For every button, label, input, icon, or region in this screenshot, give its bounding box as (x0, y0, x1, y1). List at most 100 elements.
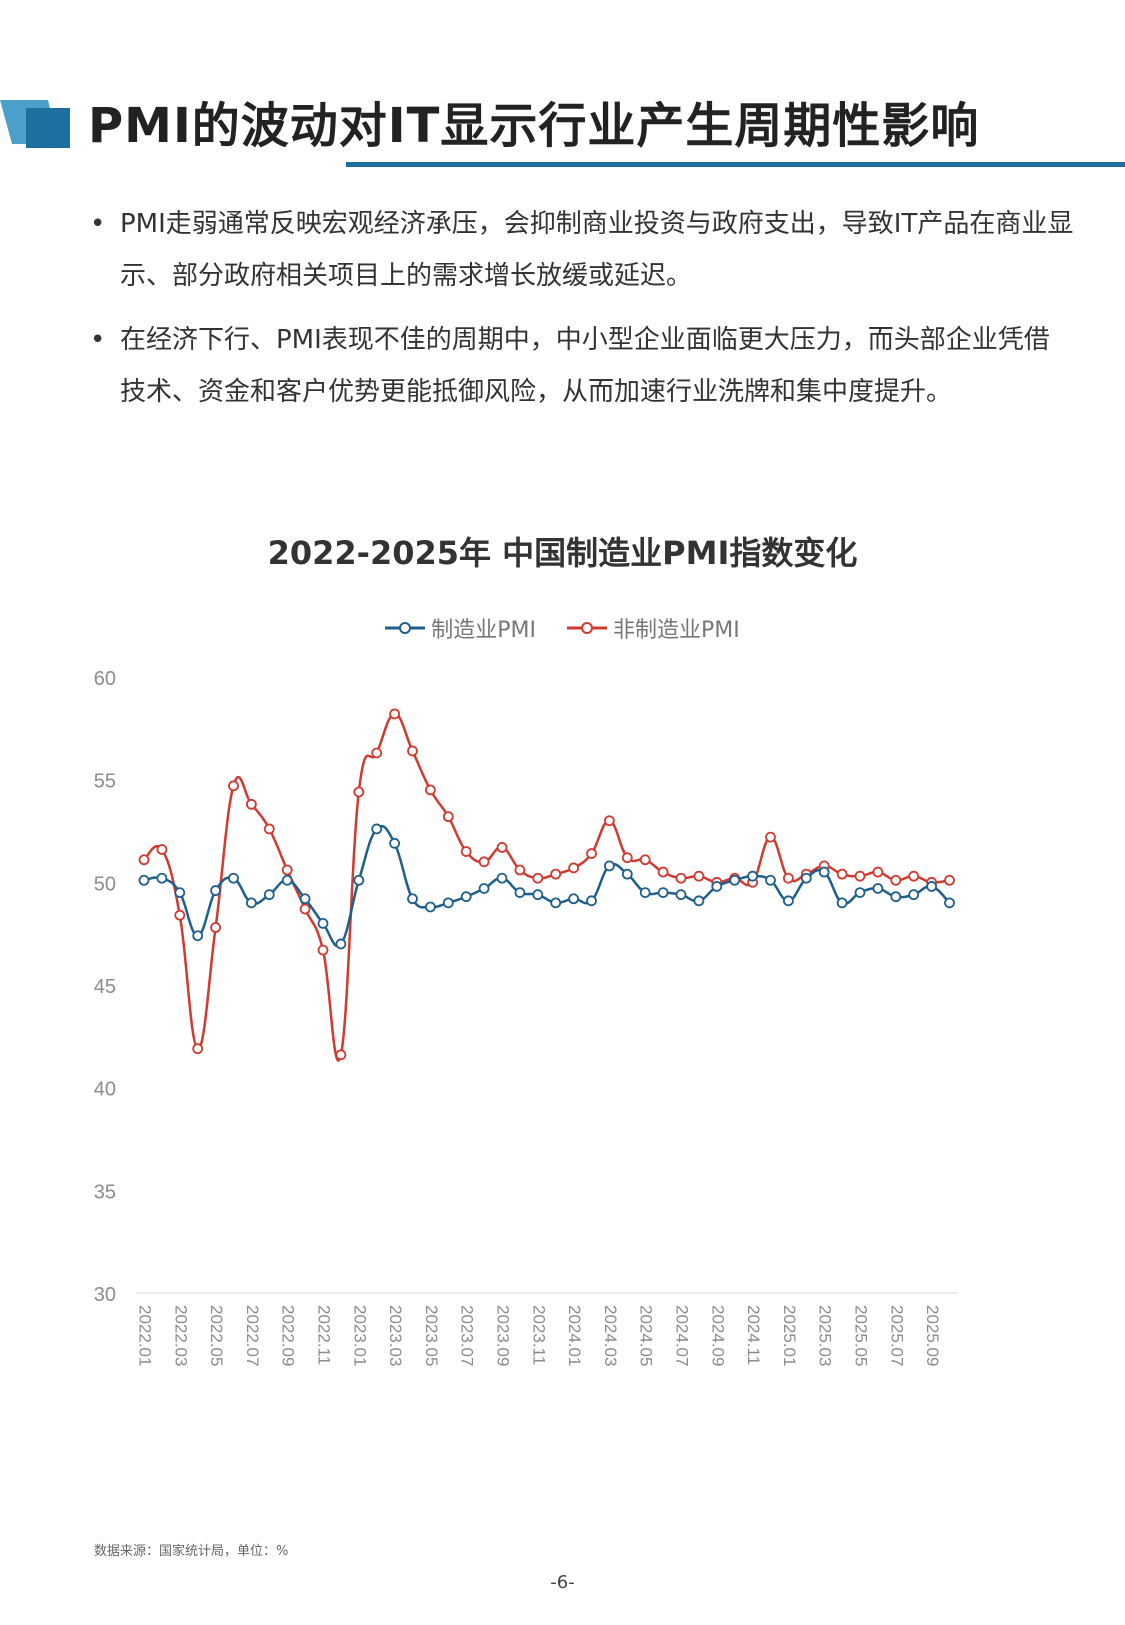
data-point (299, 893, 311, 905)
data-point (442, 897, 454, 909)
data-point (800, 872, 812, 884)
series-line (143, 712, 950, 1062)
chart-legend: 制造业PMI 非制造业PMI (0, 612, 1125, 644)
data-point (138, 874, 150, 886)
x-tick-label: 2025.01 (780, 1305, 799, 1366)
legend-item-nonmanufacturing: 非制造业PMI (567, 612, 740, 644)
data-point (245, 798, 257, 810)
data-point (263, 889, 275, 901)
data-point (514, 887, 526, 899)
data-point (693, 870, 705, 882)
data-point (353, 786, 365, 798)
x-tick-label: 2025.09 (923, 1305, 942, 1366)
data-point (371, 823, 383, 835)
data-point (586, 848, 597, 859)
data-point (675, 889, 687, 901)
data-point (765, 874, 776, 886)
y-tick-label: 60 (94, 668, 116, 690)
data-point (657, 887, 669, 899)
x-tick-label: 2022.03 (171, 1305, 190, 1366)
data-point (783, 872, 794, 884)
data-point (245, 897, 257, 909)
data-point (872, 883, 884, 894)
x-tick-label: 2022.01 (136, 1305, 155, 1366)
data-point (854, 887, 866, 899)
data-point (621, 868, 633, 880)
x-tick-label: 2022.09 (279, 1305, 298, 1366)
page-title: PMI的波动对IT显示行业产生周期性影响 (88, 98, 980, 154)
x-tick-label: 2024.09 (708, 1305, 727, 1366)
data-point (407, 745, 418, 757)
data-point (532, 872, 544, 884)
data-point (460, 891, 472, 903)
x-tick-label: 2025.05 (852, 1305, 871, 1366)
y-tick-label: 55 (94, 771, 116, 793)
y-tick-label: 50 (94, 873, 116, 895)
x-tick-label: 2023.07 (458, 1305, 477, 1366)
x-tick-label: 2023.03 (386, 1305, 405, 1366)
data-point (317, 944, 329, 956)
data-point (675, 872, 687, 884)
x-tick-label: 2023.09 (494, 1305, 513, 1366)
y-tick-label: 30 (94, 1284, 116, 1306)
data-point (228, 780, 239, 792)
data-point (228, 872, 239, 884)
data-point (353, 874, 365, 886)
data-point (818, 866, 830, 878)
legend-swatch-manufacturing (385, 622, 426, 634)
data-point (926, 881, 937, 892)
chart-title: 2022-2025年 中国制造业PMI指数变化 (267, 534, 858, 572)
data-point (872, 866, 884, 878)
data-point (836, 868, 848, 880)
data-point (621, 852, 633, 864)
data-point (138, 854, 150, 866)
bullet-text: PMI走弱通常反映宏观经济承压，会抑制商业投资与政府支出，导致IT产品在商业显示… (120, 209, 1074, 291)
data-point (550, 868, 562, 880)
x-tick-label: 2024.01 (565, 1305, 584, 1366)
bullet-item: • PMI走弱通常反映宏观经济承压，会抑制商业投资与政府支出，导致IT产品在商业… (90, 198, 1075, 302)
data-point (192, 1043, 204, 1055)
data-point (156, 872, 168, 884)
bullet-dot: • (90, 325, 106, 355)
data-point (424, 784, 436, 796)
bullet-list: • PMI走弱通常反映宏观经济承压，会抑制商业投资与政府支出，导致IT产品在商业… (90, 198, 1075, 430)
data-point (407, 893, 418, 905)
x-tick-label: 2022.07 (243, 1305, 262, 1366)
y-tick-label: 35 (94, 1181, 116, 1203)
x-tick-label: 2025.07 (887, 1305, 906, 1366)
data-point (908, 889, 920, 901)
data-point (210, 922, 222, 933)
data-point (496, 842, 508, 853)
x-tick-label: 2022.11 (315, 1305, 334, 1365)
data-point (478, 883, 490, 894)
x-tick-label: 2023.05 (422, 1305, 441, 1366)
title-underline (346, 162, 1125, 167)
data-point (335, 1049, 347, 1061)
x-tick-label: 2022.05 (207, 1305, 226, 1366)
title-decoration-icon (0, 100, 70, 148)
data-point (496, 872, 508, 884)
data-point (371, 747, 383, 759)
data-point (442, 811, 454, 823)
data-point (890, 891, 902, 903)
data-point (604, 815, 615, 827)
data-point (263, 823, 275, 835)
data-point (568, 862, 579, 874)
data-point (210, 885, 222, 896)
data-point (836, 897, 848, 909)
series-line (143, 824, 951, 948)
x-tick-label: 2024.05 (637, 1305, 656, 1366)
data-point (639, 887, 651, 899)
data-point (908, 870, 920, 882)
data-point (944, 874, 955, 886)
data-point (711, 881, 723, 892)
y-tick-label: 45 (94, 976, 116, 998)
bullet-dot: • (90, 209, 106, 239)
data-point (765, 831, 776, 843)
x-tick-label: 2025.03 (816, 1305, 835, 1366)
data-point (299, 903, 311, 915)
data-point (174, 909, 186, 921)
data-point (460, 846, 472, 857)
data-point (192, 930, 204, 942)
data-point (783, 895, 794, 907)
